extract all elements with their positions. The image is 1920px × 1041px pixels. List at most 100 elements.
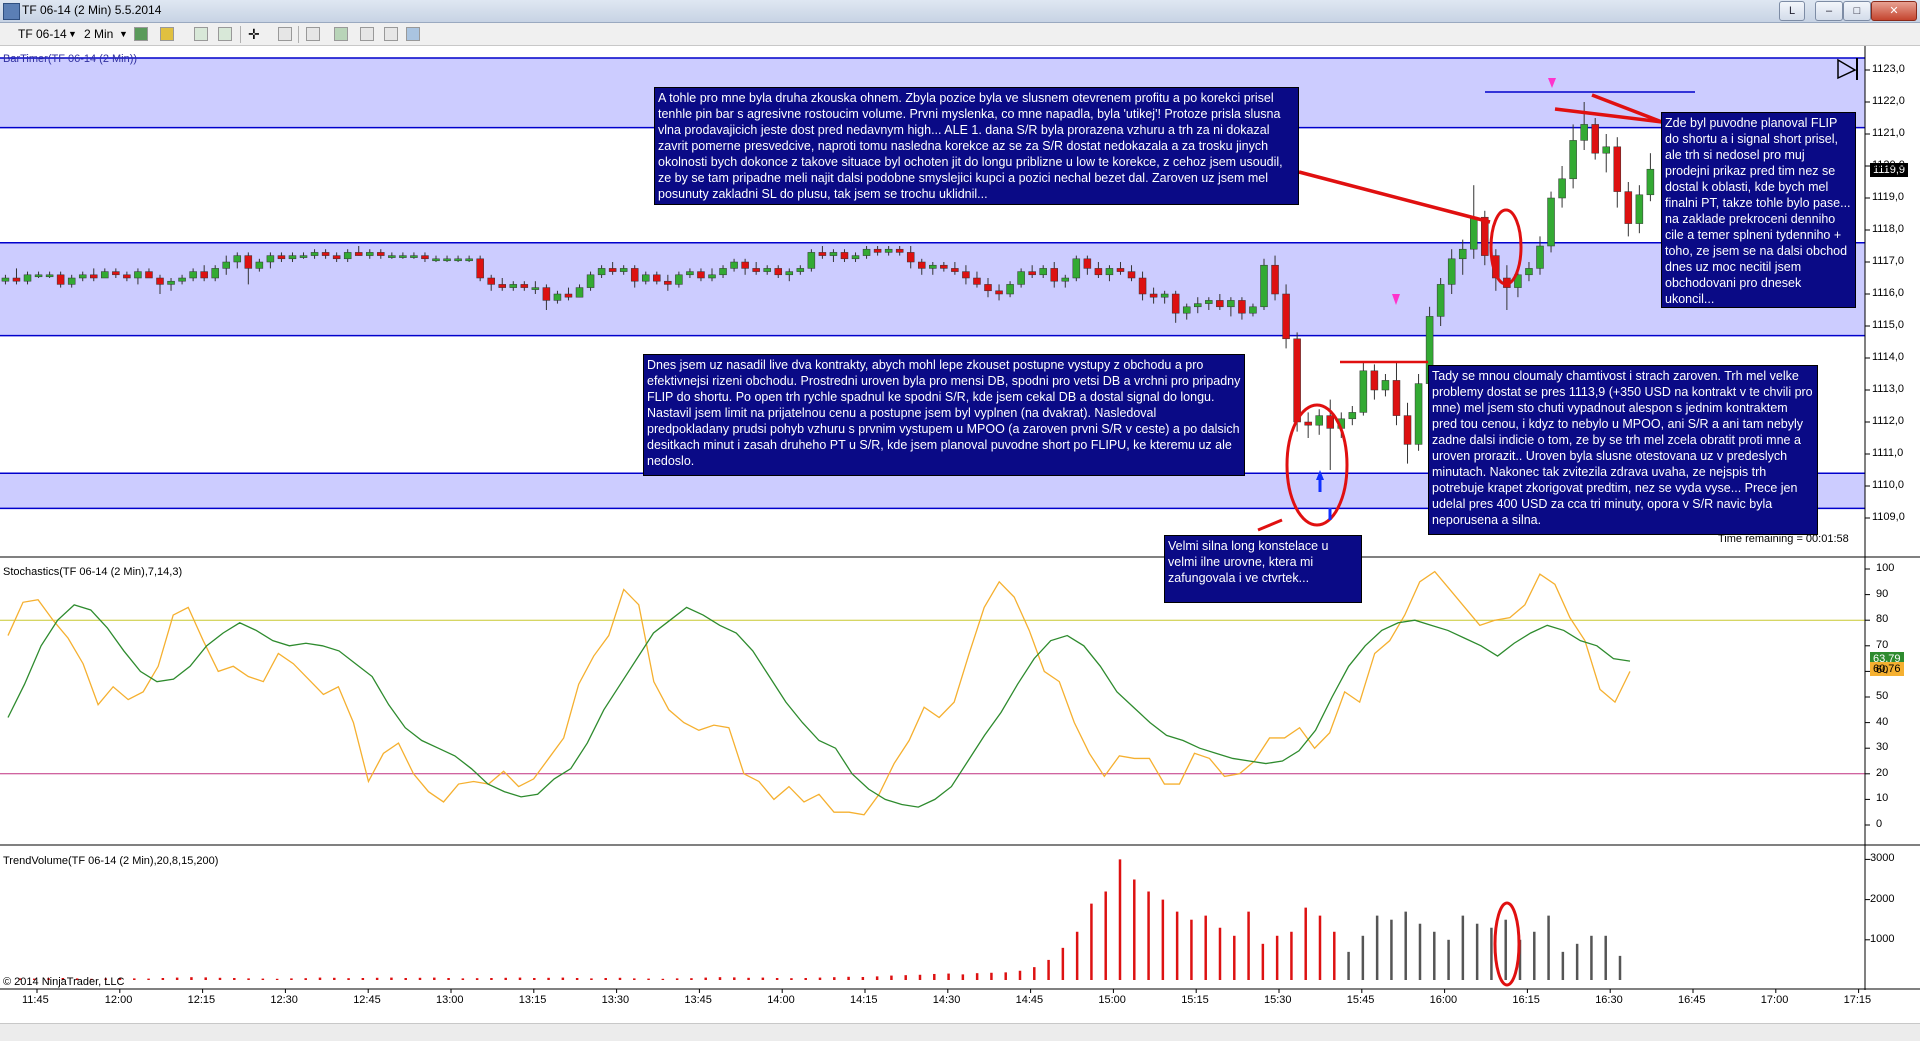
instrument-selector[interactable]: TF 06-14 [18,27,67,41]
candle-body [608,268,617,272]
candle-body [1569,140,1577,180]
candle-body [597,268,606,276]
pencil-draw-icon[interactable] [160,27,174,41]
candle-body [1116,268,1125,272]
zoom-icon[interactable] [278,27,292,41]
candle-body [664,280,672,285]
candle-body [995,290,1003,295]
note-greed-fear: Tady se mnou cloumaly chamtivost i strac… [1428,365,1818,535]
crosshair-icon[interactable]: ✛ [248,26,260,42]
candle-body [178,277,186,282]
bar-timer-icon [1837,58,1857,80]
chevron-down-icon[interactable]: ▼ [68,29,77,39]
horizontal-scrollbar[interactable] [0,1023,1920,1041]
time-tick-label: 13:15 [518,994,547,1006]
price-tick-label: 1113,0 [1872,383,1905,395]
properties-icon[interactable] [306,27,320,41]
close-button[interactable]: ✕ [1871,1,1917,21]
candle-body [1635,194,1644,224]
price-tick-label: 1118,0 [1872,223,1905,235]
interval-selector[interactable]: 2 Min [84,27,114,41]
annotation-arrow-line [1554,107,1663,124]
candle-body [145,271,153,279]
candle-body [564,293,573,298]
stoch-tick-label: 10 [1876,792,1889,805]
candle-body [1348,412,1357,420]
time-tick-label: 12:00 [104,994,133,1006]
candle-body [498,284,506,288]
templates-icon[interactable] [384,27,398,41]
data-box-icon[interactable] [334,27,348,41]
trend-volume-plot [0,844,1920,990]
candle-body [1458,248,1467,260]
bartimer-label: BarTimer(TF 06-14 (2 Min)) [3,53,138,65]
stoch-k-line [7,570,1631,816]
stoch-tick-label: 80 [1876,613,1889,626]
chevron-down-icon[interactable]: ▼ [119,29,128,39]
candle-body [343,252,352,260]
candle-body [200,271,208,279]
candle-body [575,287,584,298]
stoch-tick-label: 30 [1876,741,1889,754]
time-tick-label: 15:45 [1346,994,1375,1006]
link-button[interactable]: L [1779,1,1805,21]
candle-body [1282,293,1290,340]
candle-body [586,274,595,288]
candle-body [12,277,21,282]
copyright-label: © 2014 NinjaTrader, LLC [3,976,125,988]
time-tick-label: 12:45 [353,994,381,1006]
candle-body [509,284,518,288]
candle-body [67,277,76,285]
candle-body [299,255,308,258]
minimize-button[interactable]: – [1815,1,1843,21]
long-signal-marker [1316,470,1324,480]
candle-body [211,268,219,279]
candle-body [189,271,197,279]
candle-body [377,252,385,256]
chart-trader-icon[interactable] [406,27,420,41]
toolbar-separator [298,26,299,43]
price-tick-label: 1120,0 [1872,159,1905,171]
screenshot-icon[interactable] [360,27,374,41]
candle-body [719,268,727,276]
candle-body [675,274,683,285]
candle-body [1039,268,1047,276]
candle-body [366,252,374,256]
candle-body [277,255,286,260]
candle-body [1326,415,1334,429]
candle-body [741,261,749,269]
note-contracts: Dnes jsem uz nasadil live dva kontrakty,… [643,354,1245,476]
candle-body [1205,300,1213,304]
candle-body [895,248,904,253]
candle-body [1028,271,1036,276]
candle-body [785,271,794,276]
note-long-setup: Velmi silna long konstelace u velmi ilne… [1164,535,1362,603]
candle-body [476,258,484,279]
candle-body [332,255,341,260]
price-tick-label: 1121,0 [1872,127,1905,139]
candle-body [1547,197,1555,247]
candle-body [884,248,893,253]
candle-body [1271,264,1279,295]
title-bar: TF 06-14 (2 Min) 5.5.2014 L – □ ✕ [0,0,1920,23]
candlestick-style-icon[interactable] [134,27,148,41]
candle-body [1260,264,1268,308]
add-indicator-icon[interactable] [194,27,208,41]
candle-body [542,287,551,301]
time-tick-label: 16:15 [1512,994,1540,1006]
candle-body [1083,258,1092,269]
annotations [1257,58,1858,987]
candle-body [1182,306,1191,314]
axes [36,46,1870,993]
maximize-button[interactable]: □ [1843,1,1871,21]
candle-body [774,268,782,276]
price-tick-label: 1110,0 [1872,479,1905,491]
candle-body [123,274,131,279]
candle-body [112,271,120,276]
short-signal-marker [1548,78,1556,88]
stoch-tick-label: 20 [1876,766,1889,779]
price-tick-label: 1119,0 [1872,191,1905,203]
time-tick-label: 12:15 [187,994,216,1006]
strategy-icon[interactable] [218,27,232,41]
time-tick-label: 14:45 [1015,994,1044,1006]
